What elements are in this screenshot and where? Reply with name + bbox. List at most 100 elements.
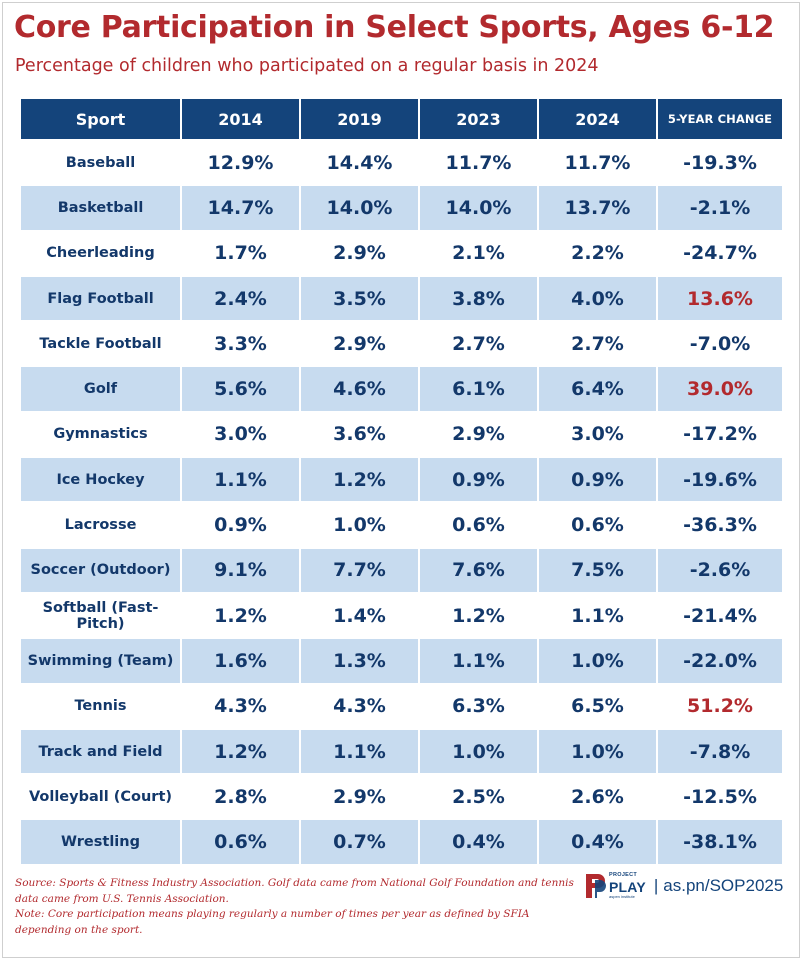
value-2019-cell: 2.9% [333, 332, 386, 355]
logo-play-text: PLAY [609, 878, 646, 895]
table-row: Baseball 12.9% 14.4% 11.7% 11.7% -19.3% [21, 141, 782, 184]
table-row: Basketball 14.7% 14.0% 14.0% 13.7% -2.1% [21, 186, 782, 230]
brand-url: as.pn/SOP2025 [663, 876, 784, 895]
value-2024-cell: 1.0% [539, 729, 656, 774]
header-2019: 2019 [301, 99, 418, 139]
value-2014-cell: 1.1% [182, 458, 299, 502]
table-row: Ice Hockey 1.1% 1.2% 0.9% 0.9% -19.6% [21, 458, 782, 502]
value-2023-cell: 0.4% [420, 820, 537, 864]
value-2014-cell: 4.3% [214, 695, 267, 718]
sport-name-cell: Baseball [65, 154, 136, 171]
value-2019-cell: 1.4% [333, 604, 386, 627]
value-2024-cell: 2.7% [571, 332, 624, 355]
sport-name-cell: Ice Hockey [21, 458, 180, 502]
value-2024-cell: 6.4% [539, 367, 656, 411]
sport-name-cell: Tennis [74, 698, 127, 715]
value-2019-cell: 2.9% [333, 242, 386, 265]
value-2014-cell: 0.9% [214, 514, 267, 537]
value-2024-cell: 3.0% [571, 423, 624, 446]
logo-project-text: PROJECT [609, 872, 638, 879]
sport-name-cell: Tackle Football [39, 335, 162, 352]
table-row: Gymnastics 3.0% 3.6% 2.9% 3.0% -17.2% [21, 413, 782, 456]
value-2019-cell: 0.7% [301, 820, 418, 864]
sport-name-cell: Softball (Fast-Pitch) [42, 599, 159, 632]
definition-note: Note: Core participation means playing r… [15, 908, 530, 936]
value-2019-cell: 1.1% [301, 729, 418, 774]
value-2023-cell: 3.8% [420, 276, 537, 321]
value-2023-cell: 0.6% [452, 514, 505, 537]
value-2019-cell: 14.4% [326, 151, 393, 174]
value-2024-cell: 13.7% [539, 186, 656, 230]
table-row: Cheerleading 1.7% 2.9% 2.1% 2.2% -24.7% [21, 232, 782, 275]
five-year-change-cell: -7.8% [658, 729, 782, 774]
header-row: Sport 2014 2019 2023 2024 5-YEAR CHANGE [21, 99, 782, 139]
project-play-logo-icon [586, 874, 606, 898]
value-2023-cell: 0.9% [420, 458, 537, 502]
five-year-change-cell: -38.1% [658, 820, 782, 864]
value-2024-cell: 4.0% [539, 276, 656, 321]
value-2023-cell: 6.3% [452, 695, 505, 718]
five-year-change-cell: -2.1% [658, 186, 782, 230]
value-2014-cell: 5.6% [182, 367, 299, 411]
sport-name-cell: Lacrosse [64, 517, 137, 534]
value-2023-cell: 6.1% [420, 367, 537, 411]
value-2014-cell: 1.6% [182, 639, 299, 683]
five-year-change-cell: -7.0% [689, 332, 751, 355]
value-2023-cell: 2.1% [452, 242, 505, 265]
logo-tagline: aspen institute [609, 893, 635, 899]
value-2023-cell: 1.1% [420, 639, 537, 683]
value-2023-cell: 2.7% [452, 332, 505, 355]
table-row: Golf 5.6% 4.6% 6.1% 6.4% 39.0% [21, 367, 782, 411]
header-2023: 2023 [420, 99, 537, 139]
sport-name-cell: Track and Field [21, 729, 180, 774]
sport-name-cell: Cheerleading [46, 245, 155, 262]
footnote: Source: Sports & Fitness Industry Associ… [15, 876, 575, 938]
header-2024: 2024 [539, 99, 656, 139]
value-2024-cell: 11.7% [564, 151, 631, 174]
value-2019-cell: 3.6% [333, 423, 386, 446]
header-sport: Sport [21, 99, 180, 139]
header-2014: 2014 [182, 99, 299, 139]
value-2014-cell: 0.6% [182, 820, 299, 864]
five-year-change-cell: -2.6% [658, 548, 782, 592]
value-2019-cell: 7.7% [301, 548, 418, 592]
value-2019-cell: 1.2% [301, 458, 418, 502]
five-year-change-cell: -24.7% [683, 242, 757, 265]
five-year-change-cell: -21.4% [683, 604, 757, 627]
five-year-change-cell: -17.2% [683, 423, 757, 446]
value-2014-cell: 2.4% [182, 276, 299, 321]
value-2019-cell: 1.0% [333, 514, 386, 537]
value-2023-cell: 14.0% [420, 186, 537, 230]
value-2023-cell: 1.0% [420, 729, 537, 774]
value-2014-cell: 9.1% [182, 548, 299, 592]
sport-name-cell: Soccer (Outdoor) [21, 548, 180, 592]
brand-block: PROJECT PLAY aspen institute | as.pn/SOP… [586, 872, 783, 900]
table-row: Soccer (Outdoor) 9.1% 7.7% 7.6% 7.5% -2.6% [21, 548, 782, 592]
value-2014-cell: 14.7% [182, 186, 299, 230]
value-2023-cell: 1.2% [452, 604, 505, 627]
sport-name-cell: Swimming (Team) [21, 639, 180, 683]
five-year-change-cell: -19.3% [683, 151, 757, 174]
five-year-change-cell: -12.5% [683, 785, 757, 808]
table-header: Sport 2014 2019 2023 2024 5-YEAR CHANGE [21, 99, 782, 139]
table-row: Flag Football 2.4% 3.5% 3.8% 4.0% 13.6% [21, 276, 782, 321]
value-2023-cell: 11.7% [445, 151, 512, 174]
value-2024-cell: 2.2% [571, 242, 624, 265]
header-5-year-change: 5-YEAR CHANGE [658, 99, 782, 139]
sport-name-cell: Basketball [21, 186, 180, 230]
five-year-change-cell: -36.3% [683, 514, 757, 537]
chart-subtitle: Percentage of children who participated … [15, 56, 599, 76]
value-2019-cell: 4.6% [301, 367, 418, 411]
value-2014-cell: 3.3% [214, 332, 267, 355]
table-row: Softball (Fast-Pitch) 1.2% 1.4% 1.2% 1.1% -21… [21, 594, 782, 637]
value-2014-cell: 3.0% [214, 423, 267, 446]
value-2019-cell: 4.3% [333, 695, 386, 718]
participation-table: Sport 2014 2019 2023 2024 5-YEAR CHANGE … [19, 97, 784, 866]
value-2024-cell: 6.5% [571, 695, 624, 718]
value-2014-cell: 2.8% [214, 785, 267, 808]
project-play-logo: PROJECT PLAY aspen institute [609, 873, 646, 899]
value-2024-cell: 0.9% [539, 458, 656, 502]
sport-name-cell: Flag Football [21, 276, 180, 321]
sport-name-cell: Wrestling [21, 820, 180, 864]
table-row: Volleyball (Court) 2.8% 2.9% 2.5% 2.6% -12.5% [21, 775, 782, 818]
